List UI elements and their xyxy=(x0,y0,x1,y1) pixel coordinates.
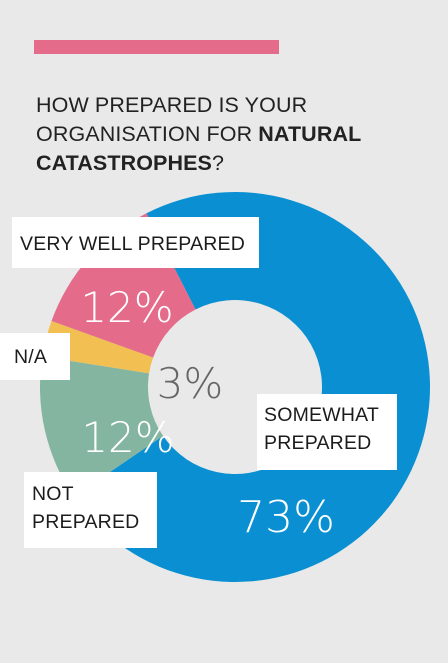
slice-label-not-prepared: NOT PREPARED xyxy=(24,472,157,548)
slice-not-prepared xyxy=(40,356,164,497)
slice-label-line: N/A xyxy=(14,346,48,368)
value-label-very-well-prepared: 12% xyxy=(80,283,173,332)
slice-label-line: PREPARED xyxy=(264,432,372,454)
slice-label-line: VERY WELL PREPARED xyxy=(20,233,246,255)
value-label-n-a: 3% xyxy=(157,359,224,408)
title-line-1: HOW PREPARED IS YOUR xyxy=(36,93,308,117)
title-line-2-plain: ORGANISATION FOR xyxy=(36,122,259,146)
title-line-2-bold: NATURAL xyxy=(258,122,362,146)
slice-n-a xyxy=(42,320,154,374)
slice-label-na: N/A xyxy=(0,333,70,380)
accent-bar xyxy=(34,40,279,54)
value-label-not-prepared: 12% xyxy=(81,413,174,462)
slice-somewhat-prepared xyxy=(73,191,430,582)
slice-label-somewhat-prepared: SOMEWHAT PREPARED xyxy=(257,394,397,470)
slice-label-line: NOT xyxy=(32,483,74,505)
slice-label-line: PREPARED xyxy=(32,511,140,533)
value-label-somewhat-prepared: 73% xyxy=(237,492,335,543)
title-line-3-plain: ? xyxy=(212,151,225,175)
title-line-3-bold: CATASTROPHES xyxy=(36,151,212,175)
slice-label-very-well-prepared: VERY WELL PREPARED xyxy=(12,217,259,268)
slice-label-line: SOMEWHAT xyxy=(264,404,379,426)
chart-title: HOW PREPARED IS YOUR ORGANISATION FOR NAT… xyxy=(36,91,426,178)
